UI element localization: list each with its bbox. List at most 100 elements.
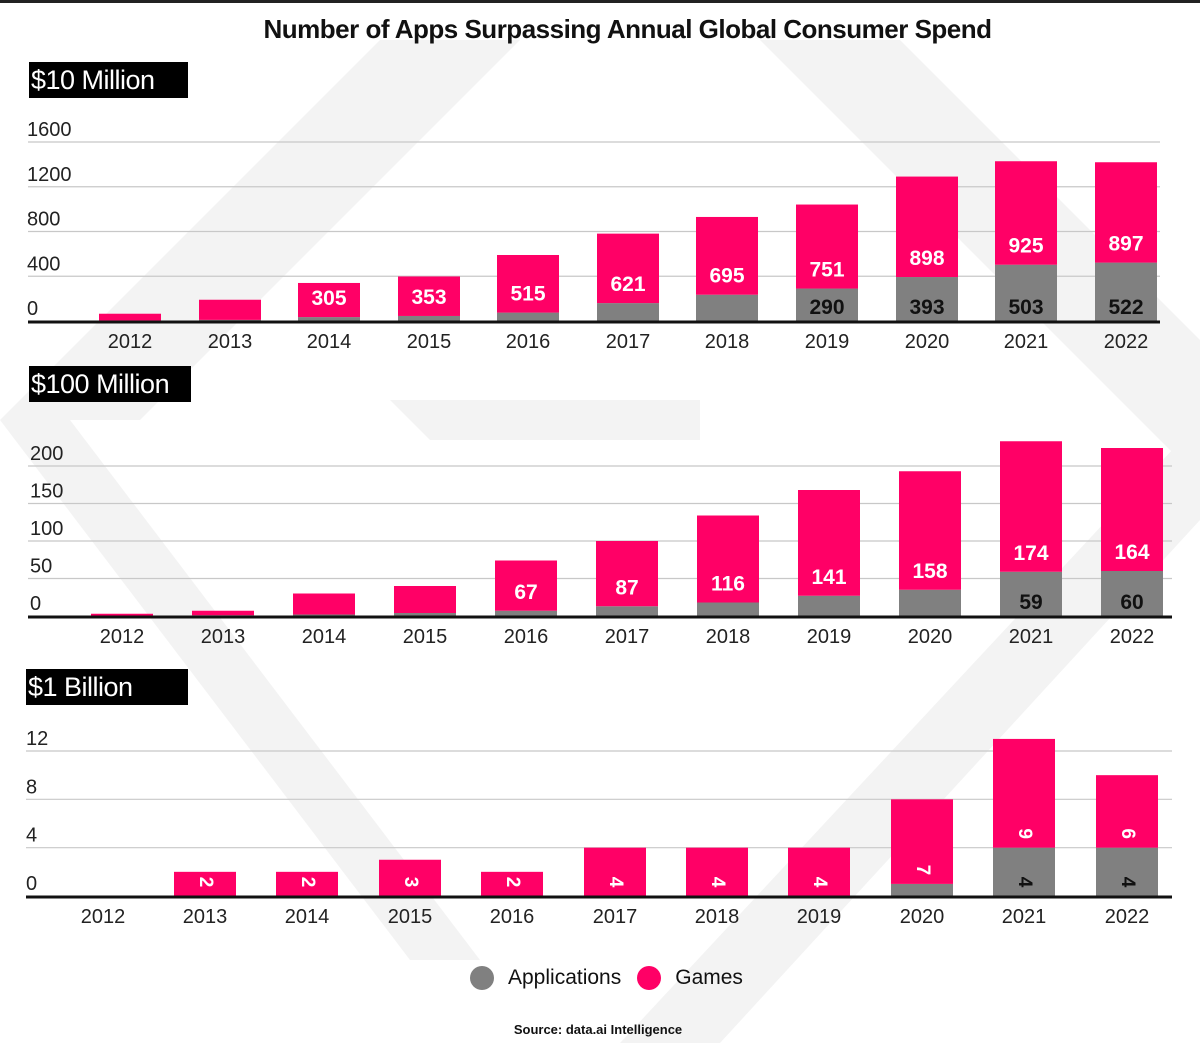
legend-swatch-games bbox=[637, 966, 662, 990]
bar-applications bbox=[796, 288, 858, 321]
bar-applications bbox=[697, 602, 759, 616]
data-label-applications: 4 bbox=[1117, 877, 1138, 888]
data-label-games: 87 bbox=[615, 576, 638, 599]
data-label-games: 158 bbox=[912, 560, 947, 583]
bar-games bbox=[481, 871, 543, 896]
data-label-games: 621 bbox=[610, 273, 645, 296]
x-tick-label: 2021 bbox=[1009, 626, 1054, 648]
data-label-games: 7 bbox=[912, 865, 933, 876]
bar-games bbox=[798, 490, 860, 596]
x-tick-label: 2012 bbox=[100, 626, 145, 648]
source-note: Source: data.ai Intelligence bbox=[513, 1022, 683, 1037]
data-label-applications: 60 bbox=[1120, 591, 1143, 614]
x-tick-label: 2021 bbox=[1002, 906, 1047, 928]
data-label-games: 695 bbox=[709, 265, 744, 288]
bar-applications bbox=[596, 606, 658, 616]
y-tick-label: 800 bbox=[27, 209, 60, 231]
data-label-games: 305 bbox=[311, 287, 346, 310]
data-label-games: 751 bbox=[809, 259, 844, 282]
x-tick-label: 2019 bbox=[797, 906, 842, 928]
bar-games bbox=[199, 299, 261, 320]
bar-games bbox=[1101, 448, 1163, 571]
x-tick-label: 2020 bbox=[905, 331, 950, 353]
legend-swatch-applications bbox=[470, 966, 494, 990]
y-tick-label: 0 bbox=[27, 298, 38, 320]
y-tick-label: 200 bbox=[30, 443, 63, 465]
x-tick-label: 2013 bbox=[208, 331, 253, 353]
bar-applications bbox=[394, 613, 456, 616]
bar-games bbox=[91, 613, 153, 616]
chart-panel-0: 0 400 800 1200 1600 2012 2013 305 2014 353 2015 515… bbox=[27, 119, 1160, 353]
section-tag-1-billion: $1 Billion bbox=[26, 669, 188, 705]
data-label-games: 4 bbox=[605, 877, 626, 888]
data-label-games: 116 bbox=[711, 573, 745, 596]
x-tick-label: 2016 bbox=[490, 906, 535, 928]
data-label-games: 353 bbox=[411, 286, 446, 309]
x-tick-label: 2017 bbox=[593, 906, 638, 928]
bar-applications bbox=[798, 595, 860, 616]
y-tick-label: 1600 bbox=[27, 119, 72, 141]
x-tick-label: 2015 bbox=[403, 626, 448, 648]
x-tick-label: 2012 bbox=[81, 906, 126, 928]
watermark-band bbox=[0, 420, 480, 960]
x-tick-label: 2013 bbox=[201, 626, 246, 648]
bar-applications bbox=[1095, 262, 1157, 321]
data-label-games: 67 bbox=[514, 581, 537, 604]
legend: Applications Games bbox=[470, 966, 759, 990]
watermark-band bbox=[0, 40, 520, 420]
bar-applications bbox=[298, 317, 360, 321]
bar-games bbox=[394, 586, 456, 613]
data-label-games: 897 bbox=[1108, 233, 1143, 256]
watermark-band bbox=[760, 40, 1200, 480]
bar-games bbox=[192, 610, 254, 616]
bar-applications bbox=[995, 264, 1057, 321]
legend-label-applications: Applications bbox=[508, 966, 622, 989]
data-label-games: 925 bbox=[1008, 235, 1043, 258]
x-tick-label: 2022 bbox=[1110, 626, 1155, 648]
bar-applications bbox=[899, 589, 961, 616]
bar-applications bbox=[993, 847, 1055, 896]
x-tick-label: 2016 bbox=[506, 331, 551, 353]
x-tick-label: 2014 bbox=[307, 331, 352, 353]
chart-panel-1: 0 50 100 150 200 2012 2013 2014 2015 67 2016 87 2017… bbox=[28, 441, 1172, 648]
x-tick-label: 2018 bbox=[705, 331, 750, 353]
bar-games bbox=[788, 847, 850, 896]
bar-applications bbox=[1000, 571, 1062, 616]
chart-title: Number of Apps Surpassing Annual Global … bbox=[263, 14, 992, 44]
data-label-applications: 59 bbox=[1019, 591, 1042, 614]
bar-applications bbox=[398, 315, 460, 321]
bar-games bbox=[379, 859, 441, 896]
bar-games bbox=[796, 204, 858, 289]
data-label-applications: 522 bbox=[1108, 296, 1143, 319]
chart-panel-2: 0 4 8 12 2012 2 2013 2 2014 3 2015 2 2016 4 2017 4 2018 4… bbox=[26, 728, 1172, 928]
data-label-applications: 393 bbox=[909, 296, 944, 319]
bar-games bbox=[293, 593, 355, 615]
data-label-games: 164 bbox=[1114, 541, 1149, 564]
bar-games bbox=[495, 560, 557, 611]
x-tick-label: 2017 bbox=[605, 626, 650, 648]
x-tick-label: 2019 bbox=[807, 626, 852, 648]
bar-applications bbox=[1101, 571, 1163, 616]
data-label-games: 515 bbox=[510, 283, 545, 306]
data-label-applications: 290 bbox=[809, 296, 844, 319]
bar-games bbox=[686, 847, 748, 896]
x-tick-label: 2019 bbox=[805, 331, 850, 353]
bar-games bbox=[696, 216, 758, 295]
bar-games bbox=[697, 515, 759, 603]
data-label-applications: 4 bbox=[1014, 877, 1035, 888]
bar-applications bbox=[293, 614, 355, 616]
x-tick-label: 2012 bbox=[108, 331, 153, 353]
x-tick-label: 2022 bbox=[1104, 331, 1149, 353]
bar-games bbox=[597, 233, 659, 304]
data-label-games: 2 bbox=[502, 877, 523, 888]
data-label-games: 2 bbox=[195, 877, 216, 888]
x-tick-label: 2015 bbox=[388, 906, 433, 928]
section-tag-100-million: $100 Million bbox=[29, 366, 191, 402]
data-label-games: 4 bbox=[809, 877, 830, 888]
legend-label-games: Games bbox=[675, 966, 743, 989]
bar-games bbox=[596, 541, 658, 607]
data-label-games: 9 bbox=[1014, 828, 1035, 839]
y-tick-label: 12 bbox=[26, 728, 48, 750]
y-tick-label: 8 bbox=[26, 776, 37, 798]
